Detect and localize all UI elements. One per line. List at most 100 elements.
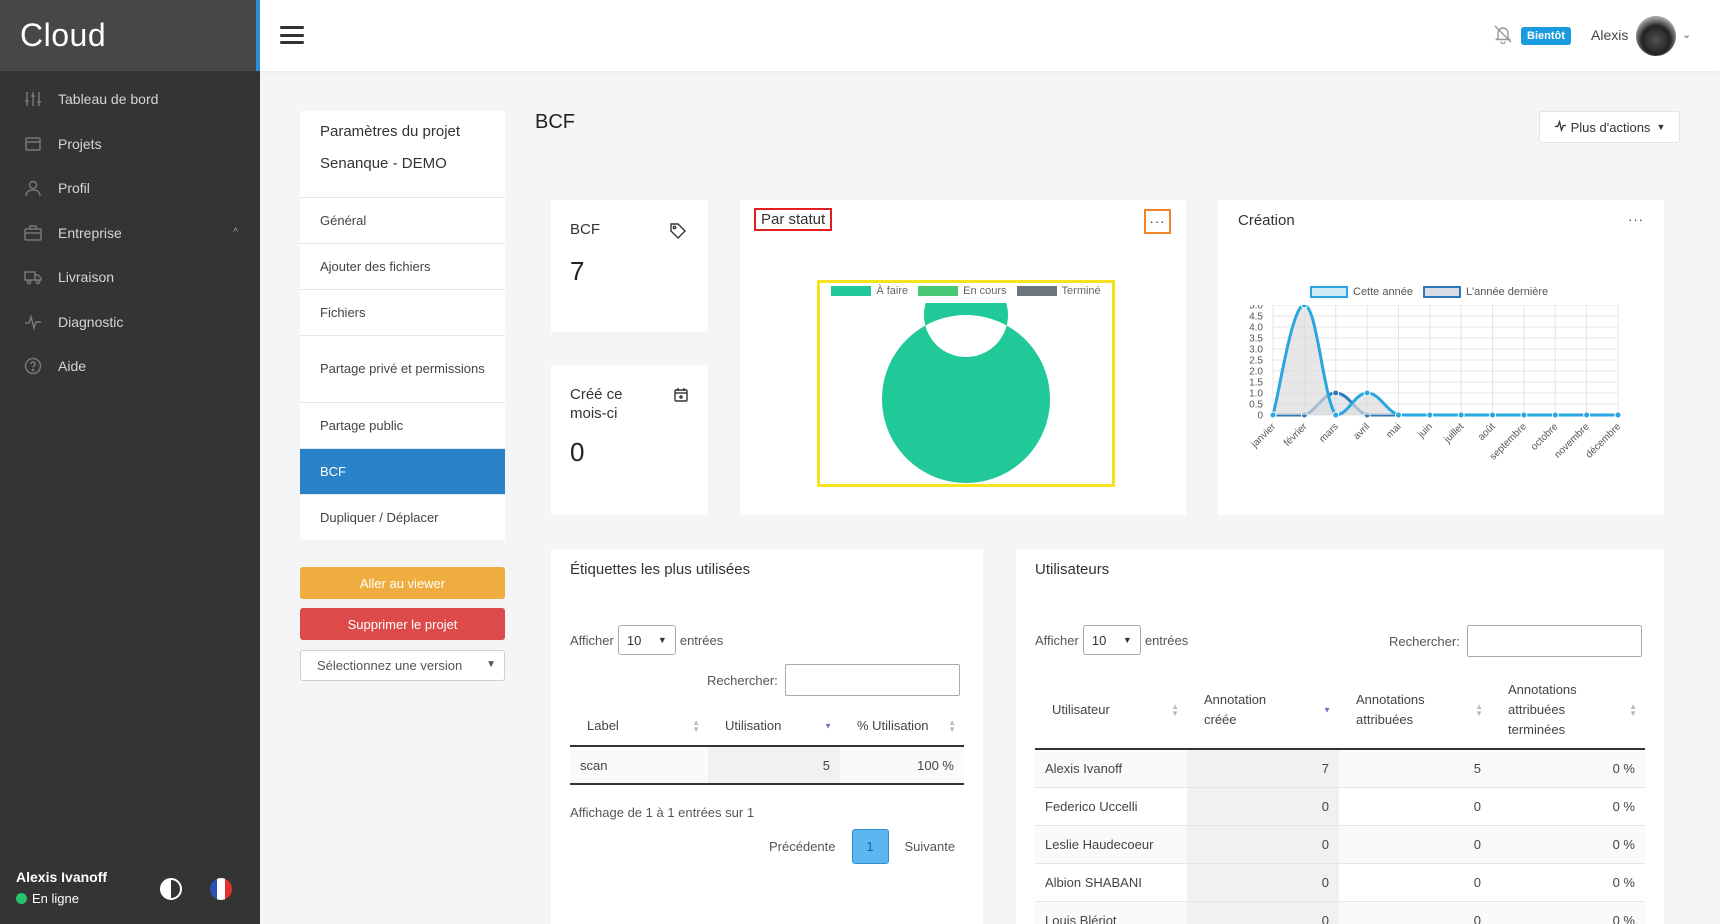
sidebar-nav: Tableau de bord Projets Profil Entrepris… <box>0 77 260 389</box>
cell-created: 0 <box>1187 787 1339 826</box>
data-point[interactable] <box>1394 411 1402 419</box>
data-point[interactable] <box>1363 389 1371 397</box>
tags-table-title: Étiquettes les plus utilisées <box>570 561 751 578</box>
menu-item-bcf[interactable]: BCF <box>300 448 505 494</box>
pagination-page-1[interactable]: 1 <box>851 829 889 864</box>
data-point[interactable] <box>1300 305 1308 309</box>
table-row[interactable]: Federico Uccelli 0 0 0 % <box>1035 787 1645 826</box>
sidebar-item-help[interactable]: Aide <box>0 344 260 389</box>
col-usage[interactable]: Utilisation ▼ <box>708 706 840 747</box>
version-select-value: Sélectionnez une version <box>317 658 463 673</box>
sort-icon: ▲ ▼ <box>1629 701 1637 718</box>
users-search: Rechercher: <box>1389 625 1642 657</box>
col-user[interactable]: Utilisateur ▲ ▼ <box>1035 671 1187 750</box>
data-point[interactable] <box>1332 411 1340 419</box>
go-to-viewer-button[interactable]: Aller au viewer <box>300 567 505 599</box>
sidebar-item-profile[interactable]: Profil <box>0 166 260 211</box>
avatar[interactable] <box>1636 16 1676 56</box>
status-chart-card: Par statut ··· À faire En cours Terminé <box>740 200 1186 515</box>
cell-created: 0 <box>1187 901 1339 924</box>
sort-desc-icon: ▼ <box>1323 705 1331 714</box>
created-month-label: Créé ce mois-ci <box>570 386 623 422</box>
col-header-text: Label <box>587 718 619 733</box>
data-point[interactable] <box>1583 411 1591 419</box>
legend-swatch <box>1310 286 1348 298</box>
table-row[interactable]: Louis Blériot 0 0 0 % <box>1035 901 1645 924</box>
pagination-previous[interactable]: Précédente <box>769 839 836 854</box>
delete-project-button[interactable]: Supprimer le projet <box>300 608 505 640</box>
cell-created: 0 <box>1187 863 1339 902</box>
sidebar-item-label: Diagnostic <box>58 313 124 330</box>
legend-swatch <box>1016 286 1057 296</box>
cell-user: Federico Uccelli <box>1035 787 1187 826</box>
menu-item-general[interactable]: Général <box>300 197 505 243</box>
menu-toggle-icon[interactable] <box>280 26 304 44</box>
y-tick-label: 4.5 <box>1249 312 1263 323</box>
sidebar-item-projects[interactable]: Projets <box>0 122 260 167</box>
table-row[interactable]: scan 5 100 % <box>570 746 964 785</box>
tags-page-size-select[interactable]: 10 ▼ <box>617 625 676 655</box>
data-point[interactable] <box>1489 411 1497 419</box>
chevron-down-icon[interactable]: ⌄ <box>1682 29 1692 41</box>
version-select[interactable]: Sélectionnez une version ▼ <box>300 650 505 681</box>
sidebar-user: Alexis Ivanoff En ligne <box>16 869 107 906</box>
legend-item-todo[interactable]: À faire <box>831 285 908 297</box>
table-row[interactable]: Albion SHABANI 0 0 0 % <box>1035 863 1645 902</box>
bcf-count-card: BCF 7 <box>551 200 708 332</box>
french-flag-icon[interactable] <box>210 878 232 900</box>
line-chart: 00.51.01.52.02.53.03.54.04.55.0 janvier fé… <box>1249 305 1623 463</box>
table-row[interactable]: Leslie Haudecoeur 0 0 0 % <box>1035 825 1645 864</box>
data-point[interactable] <box>1614 411 1622 419</box>
legend-swatch <box>918 286 959 296</box>
tags-search-input[interactable] <box>784 664 960 696</box>
table-row[interactable]: Alexis Ivanoff 7 5 0 % <box>1035 749 1645 788</box>
pulse-icon <box>24 313 42 331</box>
data-point[interactable] <box>1332 389 1340 397</box>
menu-item-add-files[interactable]: Ajouter des fichiers <box>300 243 505 289</box>
brand-logo[interactable]: Cloud <box>0 0 260 71</box>
data-point[interactable] <box>1457 411 1465 419</box>
chevron-up-icon[interactable]: ^ <box>233 227 238 239</box>
col-usage-pct[interactable]: % Utilisation ▲ ▼ <box>840 706 964 747</box>
sidebar-item-company[interactable]: Entreprise ^ <box>0 211 260 256</box>
pagination-next[interactable]: Suivante <box>904 839 956 854</box>
sidebar-item-dashboard[interactable]: Tableau de bord <box>0 77 260 122</box>
activity-icon <box>1554 119 1567 135</box>
topbar-user-name[interactable]: Alexis <box>1591 27 1629 43</box>
menu-item-private-sharing[interactable]: Partage privé et permissions <box>300 335 505 402</box>
series-area <box>1273 305 1618 415</box>
data-point[interactable] <box>1520 411 1528 419</box>
col-annotations-done[interactable]: Annotations attribuées terminées ▲ ▼ <box>1491 671 1645 750</box>
sidebar-item-label: Aide <box>58 358 87 375</box>
bell-off-icon[interactable] <box>1493 24 1513 47</box>
status-chart-menu-button[interactable]: ··· <box>1144 209 1171 234</box>
cell-created: 7 <box>1187 749 1339 788</box>
legend-item-in-progress[interactable]: En cours <box>918 285 1007 297</box>
more-actions-button[interactable]: Plus d'actions ▼ <box>1539 111 1680 143</box>
sidebar-item-diagnostic[interactable]: Diagnostic <box>0 300 260 345</box>
cell-usage-pct: 100 % <box>840 746 964 785</box>
data-point[interactable] <box>1426 411 1434 419</box>
legend-item-this-year[interactable]: Cette année <box>1310 286 1413 298</box>
menu-item-duplicate-move[interactable]: Dupliquer / Déplacer <box>300 494 505 540</box>
contrast-toggle-icon[interactable] <box>160 878 182 900</box>
col-label[interactable]: Label ▲ ▼ <box>570 706 708 747</box>
col-annotations-assigned[interactable]: Annotations attribuées ▲ ▼ <box>1339 671 1491 750</box>
menu-item-public-sharing[interactable]: Partage public <box>300 402 505 448</box>
cell-assigned: 0 <box>1339 901 1491 924</box>
users-search-input[interactable] <box>1466 625 1642 657</box>
series-area <box>1273 393 1618 415</box>
data-point[interactable] <box>1551 411 1559 419</box>
data-point[interactable] <box>1269 411 1277 419</box>
legend-item-last-year[interactable]: L'année dernière <box>1422 286 1548 298</box>
page-size-value: 10 <box>1091 632 1107 648</box>
sidebar-item-delivery[interactable]: Livraison <box>0 255 260 300</box>
users-page-size-select[interactable]: 10 ▼ <box>1082 625 1141 655</box>
tags-table-info: Affichage de 1 à 1 entrées sur 1 <box>570 805 755 820</box>
chevron-down-icon: ▼ <box>657 635 667 645</box>
donut-slice[interactable] <box>882 303 1050 483</box>
creation-chart-menu-button[interactable]: ··· <box>1628 212 1644 227</box>
col-annotation-created[interactable]: Annotation créée ▼ <box>1187 671 1339 750</box>
menu-item-files[interactable]: Fichiers <box>300 289 505 335</box>
legend-item-done[interactable]: Terminé <box>1016 285 1101 297</box>
